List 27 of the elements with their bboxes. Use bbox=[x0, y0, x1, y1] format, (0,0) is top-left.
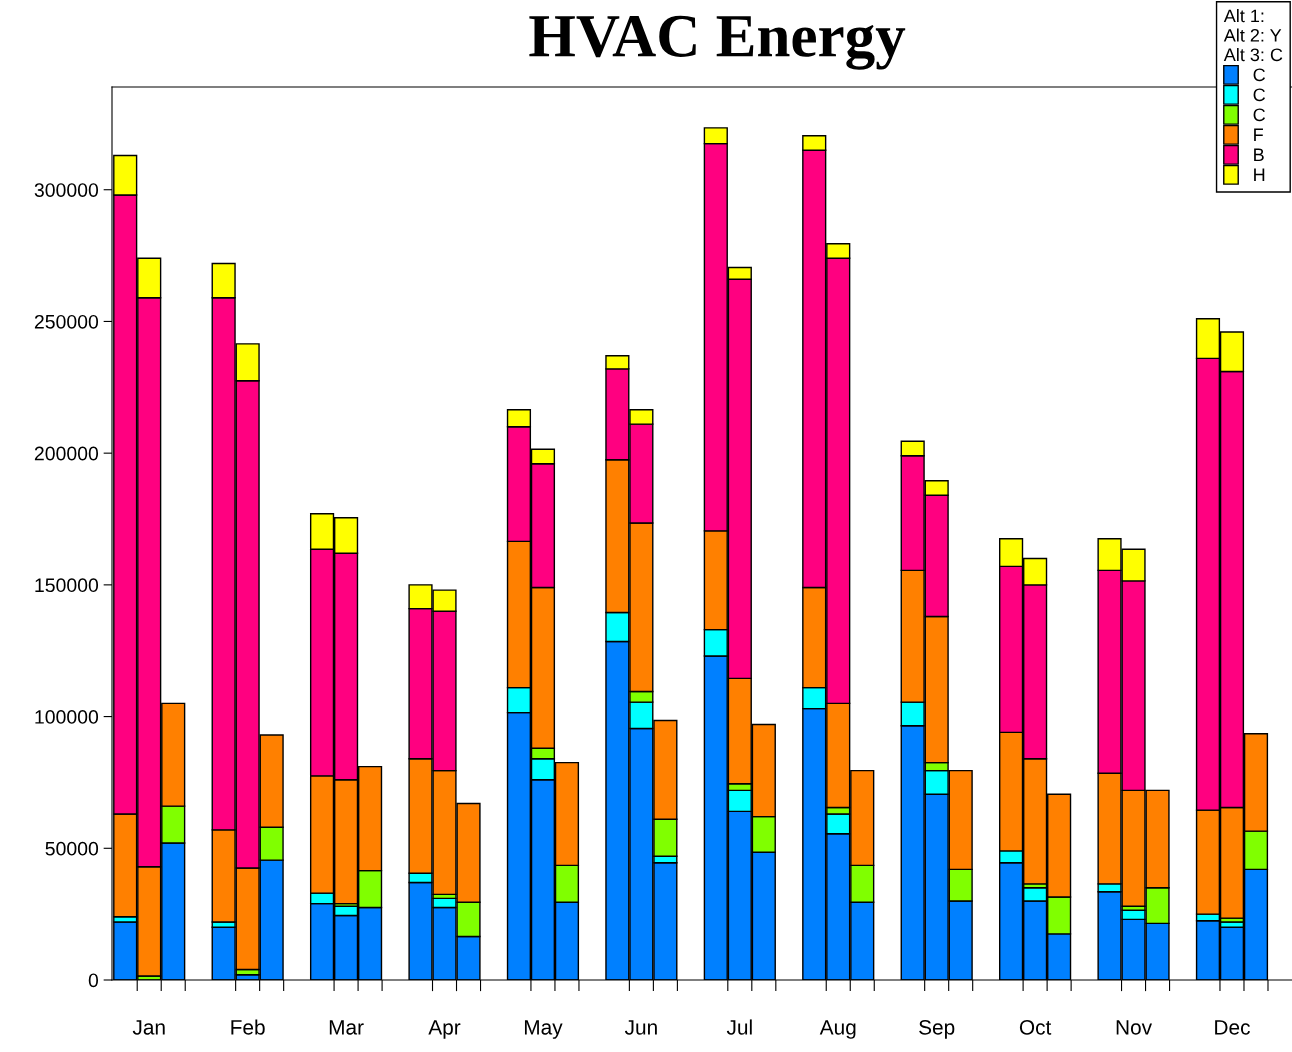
legend-label: F bbox=[1254, 128, 1263, 141]
x-tick-label: Jun bbox=[624, 1020, 657, 1035]
y-tick-label: 150000 bbox=[35, 578, 99, 593]
legend-label: H bbox=[1254, 168, 1265, 181]
x-tick-label: Jul bbox=[726, 1019, 752, 1035]
y-tick-label: 250000 bbox=[34, 314, 99, 329]
y-tick-label: 0 bbox=[88, 973, 99, 988]
x-tick-label: Apr bbox=[428, 1020, 461, 1039]
legend-label: C bbox=[1253, 108, 1266, 122]
x-tick-label: Aug bbox=[819, 1020, 856, 1039]
x-tick-label: May bbox=[524, 1020, 563, 1039]
x-tick-label: Nov bbox=[1116, 1020, 1152, 1035]
x-tick-label: Sep bbox=[919, 1019, 955, 1039]
y-tick-label: 50000 bbox=[45, 841, 99, 856]
x-tick-label: Feb bbox=[231, 1019, 265, 1035]
y-tick-label: 100000 bbox=[35, 710, 99, 724]
legend-label: C bbox=[1253, 68, 1266, 82]
chart-title: HVAC Energy bbox=[529, 15, 906, 70]
legend-label: B bbox=[1254, 148, 1264, 161]
legend-label: C bbox=[1253, 88, 1266, 102]
y-tick-label: 300000 bbox=[34, 183, 99, 197]
x-tick-label: Dec bbox=[1215, 1020, 1250, 1035]
x-tick-label: Mar bbox=[329, 1020, 364, 1035]
y-tick-label: 200000 bbox=[34, 446, 99, 461]
x-tick-label: Jan bbox=[132, 1020, 165, 1035]
legend-title: Alt 1: Alt 2: Y Alt 3: C bbox=[1223, 9, 1283, 62]
x-tick-label: Oct bbox=[1019, 1019, 1052, 1035]
